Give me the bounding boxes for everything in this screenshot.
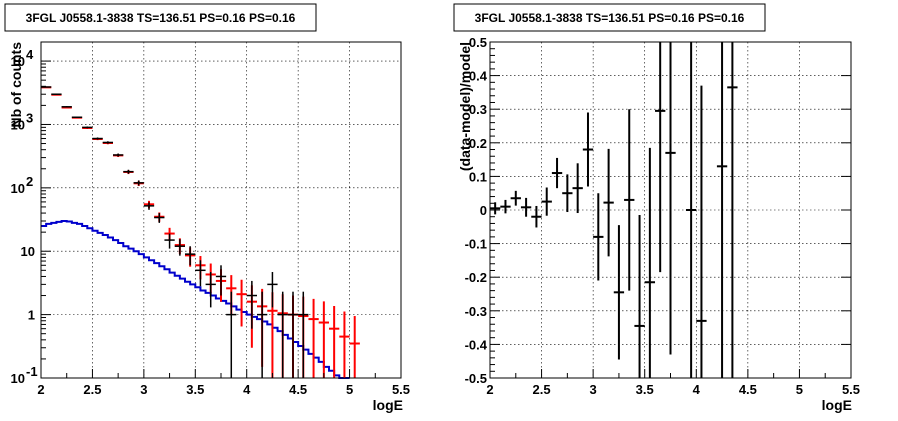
counts-x-tick-label: 4 <box>243 382 251 397</box>
residuals-x-tick-label: 3.5 <box>636 382 654 397</box>
counts-plot-frame <box>40 41 402 379</box>
counts-x-tick-label: 5 <box>346 382 353 397</box>
counts-y-axis-label: Nb of counts <box>8 42 24 128</box>
residuals-y-tick-label: -0.3 <box>465 304 487 319</box>
counts-x-tick-label: 3 <box>140 382 147 397</box>
residuals-y-tick-label: -0.1 <box>465 237 487 252</box>
residuals-x-tick-label: 4 <box>693 382 701 397</box>
counts-y-tick-exponent: -1 <box>26 364 38 379</box>
residuals-x-tick-label: 2.5 <box>533 382 551 397</box>
counts-y-tick-exponent: 3 <box>26 110 33 125</box>
residuals-x-tick-label: 2 <box>486 382 493 397</box>
counts-panel: 3FGL J0558.1-3838 TS=136.51 PS=0.16 PS=0… <box>4 3 410 413</box>
counts-y-tick-label: 10 <box>11 117 25 132</box>
counts-x-tick-label: 3.5 <box>186 382 204 397</box>
residuals-y-tick-label: 0.3 <box>469 102 487 117</box>
residuals-y-tick-label: -0.2 <box>465 270 487 285</box>
residuals-axes: 2 2.5 3 3.5 4 4.5 5 5.5 -0.5 -0.4 -0.3 -0.2 -0.1 0 0.1… <box>465 35 860 397</box>
residuals-panel: 3FGL J0558.1-3838 TS=136.51 PS=0.16 PS=0… <box>453 3 860 413</box>
counts-title-box <box>4 3 317 32</box>
counts-x-tick-label: 2.5 <box>83 382 101 397</box>
residuals-y-tick-label: 0.2 <box>469 136 487 151</box>
total-model-points <box>41 86 360 378</box>
residuals-y-tick-label: -0.4 <box>465 337 488 352</box>
residuals-title: 3FGL J0558.1-3838 TS=136.51 PS=0.16 PS=0… <box>475 11 745 25</box>
residuals-y-tick-label: 0 <box>480 203 487 218</box>
counts-y-tick-label: 10 <box>21 244 35 259</box>
residuals-x-tick-label: 5.5 <box>842 382 860 397</box>
counts-x-tick-label: 5.5 <box>392 382 410 397</box>
residuals-x-tick-label: 5 <box>796 382 803 397</box>
counts-y-tick-exponent: 2 <box>26 174 33 189</box>
counts-x-tick-label: 2 <box>37 382 44 397</box>
counts-x-tick-label: 4.5 <box>289 382 307 397</box>
residuals-x-tick-label: 3 <box>590 382 597 397</box>
counts-y-tick-label: 10 <box>11 371 25 386</box>
residuals-title-box <box>453 3 766 32</box>
counts-y-tick-exponent: 4 <box>26 47 34 62</box>
residuals-y-axis-label: (data-model)/model <box>457 42 473 171</box>
residual-points <box>490 42 738 378</box>
counts-x-axis-label: logE <box>373 397 403 413</box>
counts-grid <box>41 42 401 378</box>
residuals-y-tick-label: 0.4 <box>469 69 488 84</box>
residuals-x-tick-label: 4.5 <box>739 382 757 397</box>
background-model-line <box>41 219 350 379</box>
counts-y-tick-label: 1 <box>28 308 35 323</box>
background-model-histogram <box>41 219 350 379</box>
residuals-y-tick-label: 0.5 <box>469 35 487 50</box>
residuals-y-tick-label: -0.5 <box>465 371 487 386</box>
data-points <box>41 86 309 378</box>
counts-title: 3FGL J0558.1-3838 TS=136.51 PS=0.16 PS=0… <box>26 11 296 25</box>
residuals-x-axis-label: logE <box>822 397 852 413</box>
residuals-y-tick-label: 0.1 <box>469 169 487 184</box>
counts-y-tick-label: 10 <box>11 181 25 196</box>
counts-y-tick-label: 10 <box>11 54 25 69</box>
